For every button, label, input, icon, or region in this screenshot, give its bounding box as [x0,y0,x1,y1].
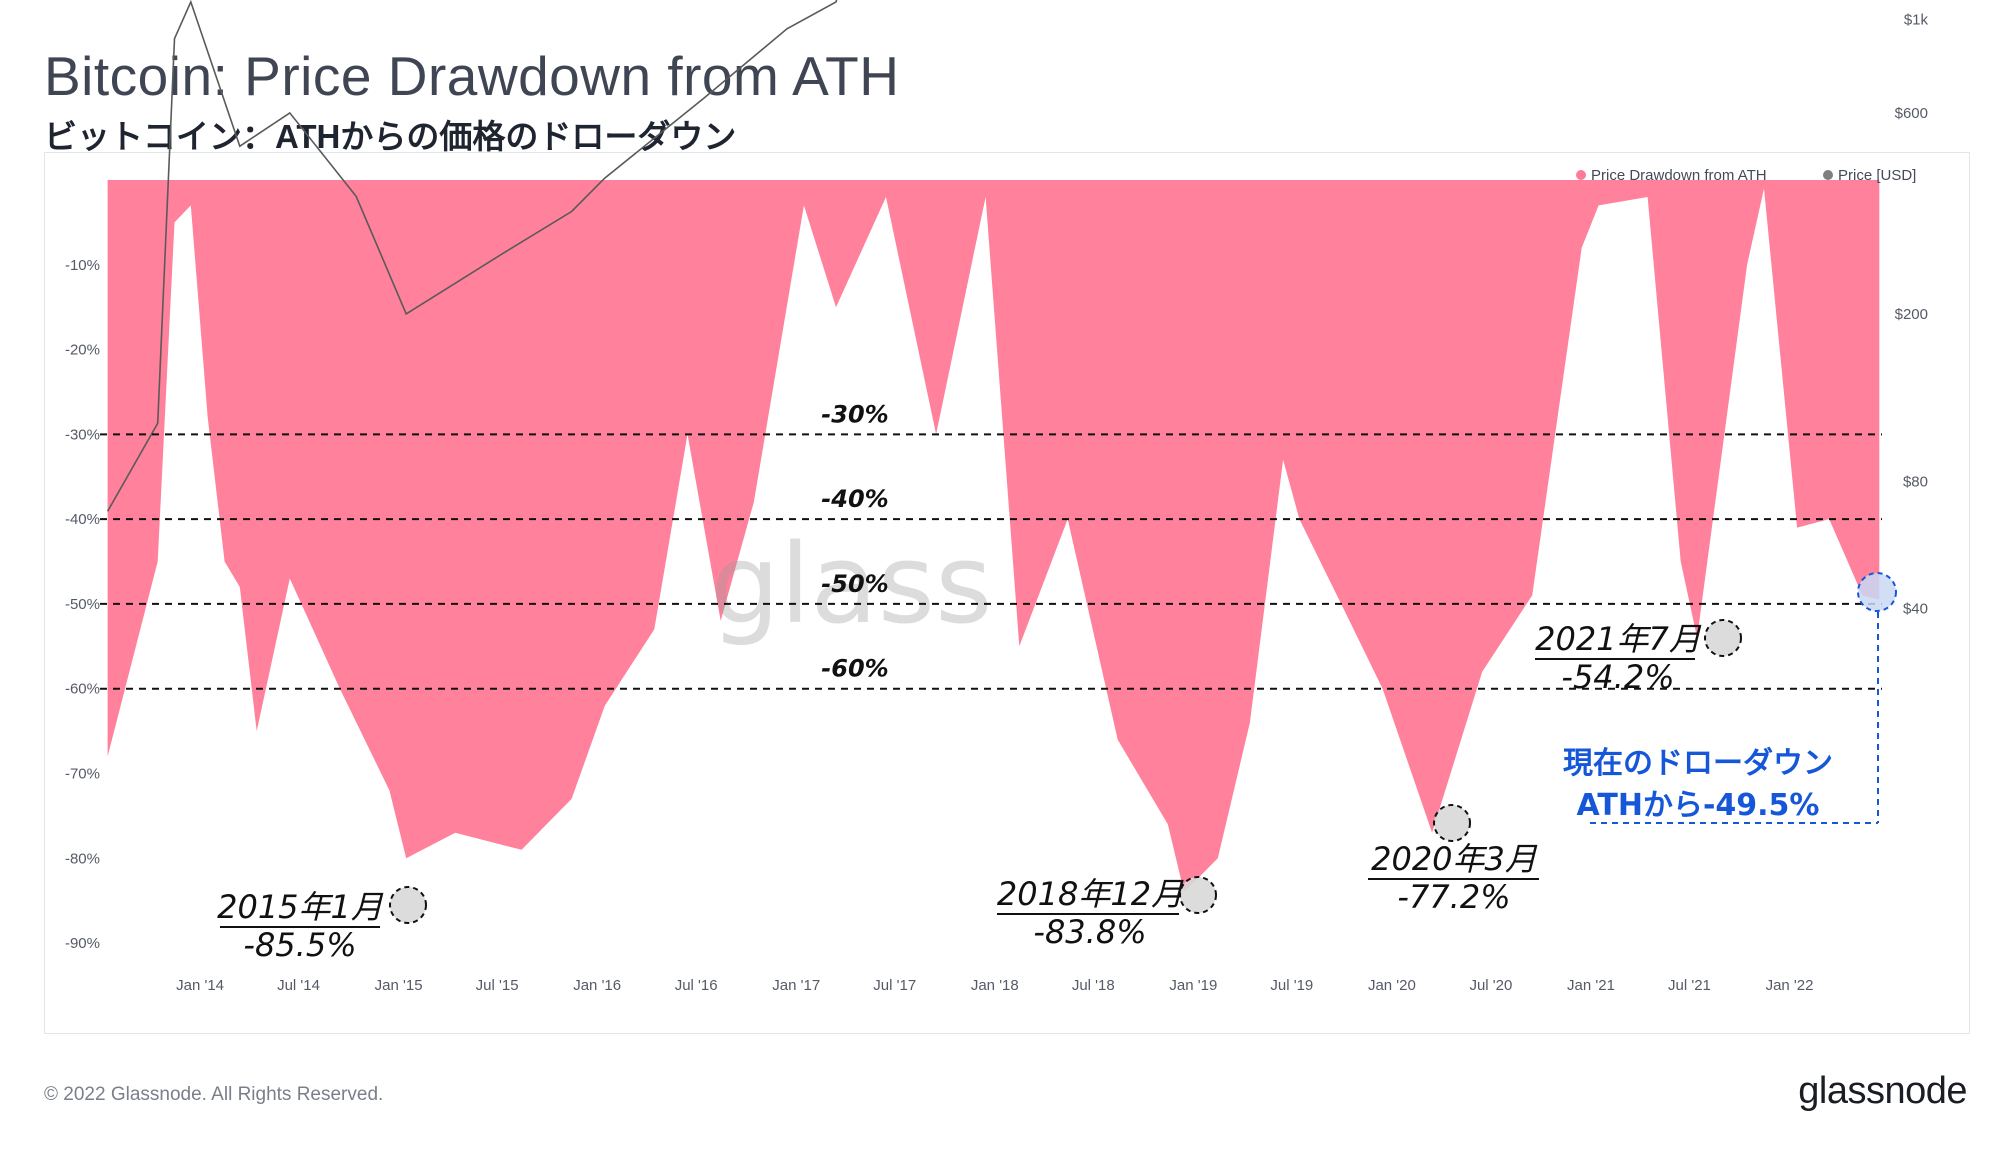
legend-label-price: Price [USD] [1838,167,1916,184]
y-left-tick-label: -20% [65,342,100,359]
x-tick-label: Jul '14 [277,977,320,994]
price-line-layer [106,0,838,512]
y-left-tick-label: -90% [65,935,100,952]
low-point-marker [1433,804,1471,842]
annotation-date: 2018年12月 [997,875,1184,913]
annotation-date: 2020年3月 [1371,840,1538,878]
y-left-tick-label: -80% [65,850,100,867]
x-tick-label: Jul '18 [1072,977,1115,994]
annotation-value: -77.2% [1397,878,1510,916]
ref-line-label: -40% [821,485,888,513]
x-tick-label: Jan '21 [1567,977,1615,994]
glassnode-logo[interactable]: glassnode [1798,1070,1967,1112]
ref-line-label: -30% [821,400,888,428]
y-right-tick-label: $40 [1903,600,1928,617]
y-left-tick-label: -30% [65,426,100,443]
y-left-tick-label: -60% [65,681,100,698]
y-left-tick-label: -70% [65,765,100,782]
x-tick-label: Jul '20 [1469,977,1512,994]
legend-swatch-drawdown [1576,170,1586,180]
drawdown-area [107,180,1880,893]
x-tick-label: Jan '22 [1766,977,1814,994]
chart-frame [44,152,1970,1034]
y-right-tick-label: $600 [1895,105,1928,122]
x-tick-label: Jul '19 [1270,977,1313,994]
low-point-marker [389,886,427,924]
x-tick-label: Jan '16 [573,977,621,994]
y-left-tick-label: -40% [65,511,100,528]
y-right-tick-label: $200 [1895,306,1928,323]
y-right-tick-label: $80 [1903,474,1928,491]
annotation-value: -54.2% [1561,658,1674,696]
x-tick-label: Jan '17 [772,977,820,994]
y-left-tick-label: -10% [65,257,100,274]
current-drawdown-label: 現在のドローダウン [1563,746,1833,781]
price-line [106,0,838,512]
x-tick-label: Jul '17 [873,977,916,994]
x-tick-label: Jul '15 [476,977,519,994]
chart-title: Bitcoin: Price Drawdown from ATH [44,45,900,107]
ref-line-label: -60% [821,655,888,683]
annotation-date: 2015年1月 [217,888,384,926]
copyright-text: © 2022 Glassnode. All Rights Reserved. [44,1084,384,1105]
axes: Jan '14 Jul '14 Jan '15 Jul '15 Jan '16 Jul '… [65,11,1929,994]
annotation-value: -85.5% [243,926,356,964]
x-tick-label: Jul '21 [1668,977,1711,994]
legend-swatch-price [1823,170,1833,180]
reference-lines: -30% -40% -50% -60% [100,400,1882,690]
legend-label-drawdown: Price Drawdown from ATH [1591,167,1767,184]
annotation-date: 2021年7月 [1535,620,1702,658]
current-point-marker [1857,572,1897,612]
legend[interactable]: Price Drawdown from ATH Price [USD] [1576,167,1916,184]
drawdown-area-layer [107,180,1880,893]
ref-line-label: -50% [821,570,888,598]
low-point-marker [1179,876,1217,914]
x-tick-label: Jan '20 [1368,977,1416,994]
x-tick-label: Jan '14 [176,977,224,994]
x-tick-label: Jan '15 [375,977,423,994]
annotation-value: -83.8% [1033,913,1146,951]
x-tick-label: Jul '16 [675,977,718,994]
annotations: 2015年1月-85.5% 2018年12月-83.8% 2020年3月-77.2%… [217,572,1897,964]
y-right-tick-label: $1k [1904,11,1929,28]
current-drawdown-value: ATHから-49.5% [1577,788,1820,823]
chart-subtitle: ビットコイン：ATHからの価格のドローダウン [44,118,737,155]
low-point-marker [1704,619,1742,657]
y-left-tick-label: -50% [65,596,100,613]
x-tick-label: Jan '19 [1169,977,1217,994]
glassnode-watermark: glass [710,520,992,648]
x-tick-label: Jan '18 [971,977,1019,994]
